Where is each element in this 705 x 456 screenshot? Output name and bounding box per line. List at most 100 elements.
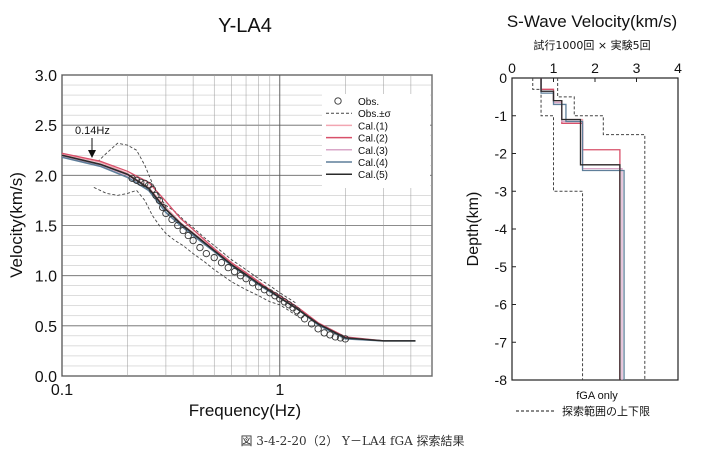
obs-point — [314, 325, 322, 333]
obs-point — [155, 196, 164, 205]
x-tick-label: 0.1 — [51, 382, 73, 399]
right-x-tick-label: 4 — [674, 60, 682, 76]
y-tick-label: 0.0 — [35, 369, 57, 386]
right-x-tick-labels: 0 1 2 3 4 — [508, 60, 682, 76]
obs-point — [202, 249, 210, 258]
figure-caption: 図 3-4-2-20（2） Y－LA4 fGA 探索結果 — [240, 434, 465, 448]
legend-label: Cal.(5) — [358, 170, 388, 181]
y-tick-label: 1.5 — [35, 219, 57, 236]
obs-point — [132, 176, 141, 185]
y-tick-label: 2.5 — [35, 118, 57, 135]
right-plot-area — [511, 77, 679, 381]
right-y-tick-label: -1 — [495, 108, 508, 124]
vs-profiles — [540, 78, 625, 380]
legend-label: Cal.(2) — [358, 134, 388, 145]
obs-point — [159, 203, 167, 212]
obs-point — [168, 215, 176, 224]
obs-point — [248, 279, 257, 287]
legend-swatch-obs — [334, 97, 342, 105]
obs-point — [145, 181, 153, 190]
left-chart-title: Y-LA4 — [218, 15, 272, 37]
obs-point — [162, 209, 170, 218]
right-axis-ticks — [511, 77, 679, 381]
obs-point — [174, 221, 182, 230]
legend-label: Cal.(3) — [358, 146, 388, 157]
obs-point — [297, 311, 305, 319]
obs-point — [230, 268, 239, 276]
s-wave-profile-chart: S-Wave Velocity(km/s) 試行1000回 × 実験5回 0 1 2… — [465, 12, 682, 418]
obs-point — [141, 179, 149, 188]
right-y-tick-label: -2 — [495, 146, 508, 162]
right-x-tick-label: 2 — [591, 60, 599, 76]
left-x-tick-labels: 0.1 1 — [51, 382, 284, 399]
obs-point — [184, 231, 192, 240]
bound-profile-lower — [532, 78, 584, 380]
obs-bounds-lines — [93, 142, 298, 317]
obs-point — [196, 243, 204, 252]
annotation-label: 0.14Hz — [75, 125, 110, 137]
legend-box — [322, 94, 430, 188]
right-chart-title: S-Wave Velocity(km/s) — [507, 12, 677, 31]
right-x-tick-label: 1 — [550, 60, 558, 76]
legend-label: Cal.(4) — [358, 158, 388, 169]
obs-point — [300, 315, 309, 323]
obs-bound-line-lower — [93, 186, 298, 317]
obs-point — [242, 275, 250, 283]
right-y-tick-labels: 0 -1 -2 -3 -4 -5 -6 -7 -8 — [495, 70, 508, 388]
velocity-dispersion-chart: Y-LA4 0.00.51.01.52.02.53.0 0.1 1 0.14Hz … — [7, 15, 433, 420]
legend-label: Obs. — [358, 97, 379, 108]
search-range-bounds — [532, 78, 646, 380]
right-y-axis-label: Depth(km) — [465, 192, 482, 267]
obs-point — [189, 236, 197, 245]
obs-point — [128, 174, 136, 182]
obs-point — [217, 258, 226, 267]
obs-point — [179, 226, 187, 235]
obs-point — [336, 334, 345, 342]
obs-point — [307, 320, 316, 328]
legend-fga-only: fGA only — [576, 390, 618, 402]
right-x-tick-label: 0 — [508, 60, 516, 76]
y-tick-label: 2.0 — [35, 168, 57, 185]
obs-point — [224, 263, 232, 272]
left-y-tick-labels: 0.0 0.5 1.0 1.5 2.0 2.5 3.0 — [35, 68, 57, 386]
annotation-014hz: 0.14Hz — [75, 125, 110, 158]
obs-point — [210, 253, 218, 262]
obs-point — [341, 335, 349, 343]
obs-point — [148, 185, 157, 194]
y-tick-label: 3.0 — [35, 68, 57, 85]
right-y-tick-label: -5 — [495, 259, 508, 275]
legend-label: Cal.(1) — [358, 121, 388, 132]
right-legend: fGA only 探索範囲の上下限 — [516, 390, 650, 418]
legend-bounds-label: 探索範囲の上下限 — [562, 404, 650, 418]
right-y-tick-label: -4 — [495, 221, 508, 237]
obs-point — [152, 191, 160, 200]
x-tick-label: 1 — [275, 382, 284, 399]
right-y-tick-label: -6 — [495, 297, 508, 313]
right-y-tick-label: -7 — [495, 334, 508, 350]
y-tick-label: 0.5 — [35, 319, 57, 336]
annotation-arrow-head — [88, 150, 96, 158]
right-y-tick-label: -8 — [495, 372, 508, 388]
y-tick-label: 1.0 — [35, 269, 57, 286]
legend-label: Obs.±σ — [358, 109, 392, 120]
left-x-axis-label: Frequency(Hz) — [189, 401, 301, 420]
obs-point — [293, 307, 301, 315]
obs-point — [331, 333, 340, 341]
obs-point — [137, 178, 145, 187]
cal-line-4 — [61, 156, 416, 342]
vs-profile-4 — [540, 78, 625, 380]
right-chart-subtitle: 試行1000回 × 実験5回 — [533, 38, 650, 52]
left-y-axis-label: Velocity(km/s) — [7, 172, 26, 278]
vs-profile-5 — [540, 78, 621, 380]
right-y-tick-label: -3 — [495, 183, 508, 199]
right-y-tick-label: 0 — [499, 70, 507, 86]
obs-point — [255, 283, 263, 291]
bound-profile-upper — [557, 78, 646, 380]
right-x-tick-label: 3 — [633, 60, 641, 76]
obs-points — [128, 174, 349, 343]
obs-bound-line-upper — [93, 142, 298, 305]
obs-point — [236, 272, 245, 280]
obs-point — [260, 286, 269, 294]
